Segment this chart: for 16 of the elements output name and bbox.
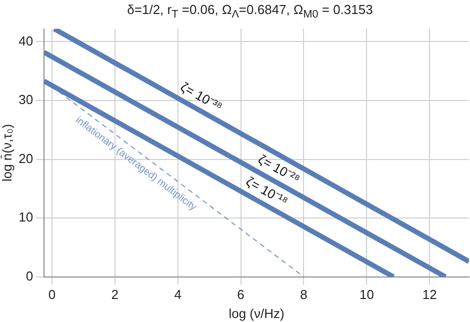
x-tick-label: 6 (237, 287, 244, 302)
x-tick-label: 2 (111, 287, 118, 302)
chart-title: δ=1/2, r$_{T}$ =0.06, Ω$_{Λ}$=0.6847, Ω$_{M0}$ = 0.3153 (126, 2, 374, 21)
y-tick-label: 10 (18, 210, 34, 225)
x-tick-label: 0 (48, 287, 56, 302)
x-tick-label: 10 (359, 287, 374, 302)
y-axis-title: log n̄(ν,τ₀) (0, 124, 14, 182)
y-tick-label: 40 (18, 33, 34, 48)
x-tick-label: 12 (422, 287, 437, 302)
y-tick-label: 20 (18, 150, 34, 166)
text: ζ= 10⁻³⁸ (178, 79, 225, 114)
x-axis-title: log (ν/Hz) (228, 306, 284, 321)
y-tick-label: 0 (26, 268, 34, 284)
x-tick-label: 8 (300, 287, 308, 302)
y-tick-label: 30 (18, 92, 34, 108)
x-tick-label: 4 (174, 287, 182, 302)
